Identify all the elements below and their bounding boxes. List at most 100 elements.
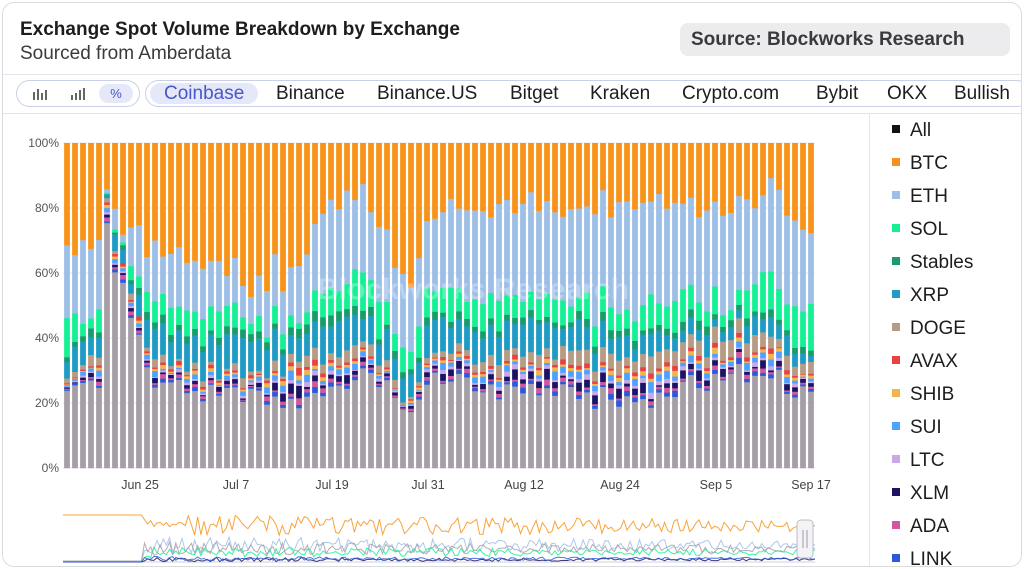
bar-segment-xlm <box>432 365 438 369</box>
legend-item-shib[interactable]: SHIB <box>892 384 954 406</box>
bar-segment-other <box>592 408 598 469</box>
legend-item-stables[interactable]: Stables <box>892 252 973 274</box>
legend-item-xlm[interactable]: XLM <box>892 483 949 505</box>
bar-chart-mode-button[interactable] <box>23 84 57 103</box>
bar-segment-stables <box>352 305 358 315</box>
tab-binance-us[interactable]: Binance.US <box>377 83 478 104</box>
bar-segment-link <box>472 387 478 392</box>
bar-segment-link <box>448 379 454 382</box>
bar-segment-other <box>64 390 70 469</box>
bar-segment-sol <box>696 302 702 321</box>
bar-segment-shib <box>176 365 182 368</box>
bar-segment-shib <box>168 371 174 373</box>
legend-item-btc[interactable]: BTC <box>892 153 948 175</box>
bar-segment-btc <box>328 143 334 200</box>
bar-segment-stables <box>576 310 582 320</box>
legend-item-link[interactable]: LINK <box>892 549 952 566</box>
stacked-bar-mode-button[interactable] <box>61 84 95 103</box>
bar-segment-link <box>712 369 718 374</box>
legend-swatch <box>892 355 900 364</box>
tab-binance[interactable]: Binance <box>276 83 345 104</box>
legend-item-sui[interactable]: SUI <box>892 417 942 439</box>
bar-segment-ltc <box>464 363 470 367</box>
bar-segment-sui <box>64 385 70 387</box>
bar-segment-link <box>416 396 422 400</box>
bar-segment-ltc <box>616 385 622 389</box>
bar-segment-sol <box>176 306 182 325</box>
bar-segment-xrp <box>696 330 702 341</box>
legend-item-all[interactable]: All <box>892 120 931 142</box>
bar-segment-ada <box>760 368 766 374</box>
tab-bitget[interactable]: Bitget <box>510 83 559 104</box>
legend-item-sol[interactable]: SOL <box>892 219 948 241</box>
tab-okx[interactable]: OKX <box>887 83 928 104</box>
bar-segment-stables <box>720 326 726 333</box>
bar-segment-xrp <box>568 326 574 351</box>
bar-segment-avax <box>784 370 790 375</box>
bar-segment-other <box>96 387 102 469</box>
tab-bybit[interactable]: Bybit <box>816 83 859 104</box>
bar-segment-ada <box>344 383 350 386</box>
bar-segment-xlm <box>424 372 430 378</box>
bar-segment-btc <box>208 143 214 261</box>
legend-item-ada[interactable]: ADA <box>892 516 949 538</box>
bar-segment-shib <box>256 374 262 377</box>
bar-segment-shib <box>160 364 166 369</box>
bar-segment-ada <box>128 311 134 316</box>
bar-segment-doge <box>776 338 782 348</box>
bar-segment-shib <box>280 380 286 386</box>
tab-crypto-com[interactable]: Crypto.com <box>682 83 780 104</box>
bar-segment-shib <box>800 374 806 377</box>
tab-bullish[interactable]: Bullish <box>954 83 1010 104</box>
bar-segment-doge <box>256 370 262 374</box>
bar-segment-ltc <box>688 362 694 364</box>
bar-segment-avax <box>608 368 614 371</box>
bar-segment-sui <box>248 380 254 383</box>
legend-item-doge[interactable]: DOGE <box>892 318 966 340</box>
bar-segment-sui <box>736 341 742 348</box>
bar-segment-eth <box>656 193 662 304</box>
bar-segment-ada <box>800 382 806 385</box>
bar-segment-ltc <box>144 359 150 361</box>
bar-segment-btc <box>400 143 406 274</box>
bar-segment-ltc <box>672 380 678 383</box>
bar-segment-xrp <box>584 326 590 350</box>
bar-segment-shib <box>384 369 390 371</box>
bar-segment-link <box>624 390 630 397</box>
bar-segment-sui <box>320 380 326 385</box>
bar-segment-stables <box>664 328 670 336</box>
y-tick-label: 40% <box>35 331 59 345</box>
bar-segment-btc <box>312 143 318 225</box>
bar-segment-doge <box>360 341 366 348</box>
bar-segment-sol <box>280 334 286 350</box>
bar-segment-shib <box>264 383 270 388</box>
bar-segment-sol <box>800 311 806 347</box>
bar-segment-ltc <box>648 392 654 400</box>
bar-segment-shib <box>776 348 782 352</box>
bar-segment-xrp <box>328 326 334 354</box>
percent-mode-button[interactable]: % <box>99 84 133 103</box>
bar-segment-link <box>80 380 86 383</box>
bar-segment-sol <box>664 306 670 329</box>
legend-item-avax[interactable]: AVAX <box>892 351 958 373</box>
bar-segment-doge <box>736 318 742 333</box>
bar-segment-sol <box>264 337 270 343</box>
bar-segment-sui <box>760 352 766 359</box>
bar-segment-xlm <box>448 369 454 376</box>
bar-segment-ada <box>192 384 198 388</box>
bar-segment-xrp <box>112 234 118 252</box>
minimap-range-handle[interactable] <box>796 519 814 559</box>
legend-item-ltc[interactable]: LTC <box>892 450 944 472</box>
chart-mode-toggle: % <box>16 80 140 107</box>
legend-item-eth[interactable]: ETH <box>892 186 948 208</box>
bar-segment-sol <box>144 291 150 313</box>
legend-item-xrp[interactable]: XRP <box>892 285 949 307</box>
bar-segment-stables <box>640 330 646 335</box>
bar-segment-btc <box>464 143 470 211</box>
tab-coinbase[interactable]: Coinbase <box>150 83 259 104</box>
tab-kraken[interactable]: Kraken <box>590 83 651 104</box>
bar-segment-sol <box>296 323 302 329</box>
bar-segment-stables <box>712 314 718 320</box>
bar-segment-sui <box>552 371 558 381</box>
bar-segment-xrp <box>552 327 558 360</box>
